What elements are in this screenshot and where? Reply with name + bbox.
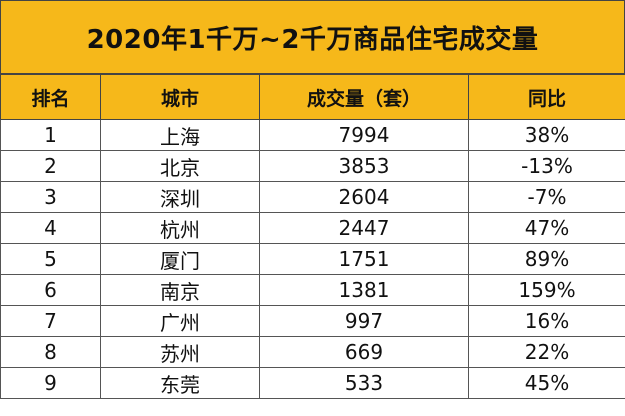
yoy-cell: 38% bbox=[468, 119, 625, 151]
table-row: 7 广州 997 16% bbox=[0, 305, 625, 337]
volume-cell: 3853 bbox=[259, 150, 469, 182]
volume-cell: 7994 bbox=[259, 119, 469, 151]
table-row: 9 东莞 533 45% bbox=[0, 367, 625, 399]
yoy-cell: 45% bbox=[468, 367, 625, 399]
rank-cell: 6 bbox=[0, 274, 101, 306]
yoy-cell: 159% bbox=[468, 274, 625, 306]
table-row: 4 杭州 2447 47% bbox=[0, 212, 625, 244]
header-row: 排名 城市 成交量（套） 同比 bbox=[0, 74, 625, 120]
table-row: 2 北京 3853 -13% bbox=[0, 150, 625, 182]
city-cell: 东莞 bbox=[100, 367, 260, 399]
volume-cell: 2604 bbox=[259, 181, 469, 213]
yoy-cell: 22% bbox=[468, 336, 625, 368]
city-cell: 南京 bbox=[100, 274, 260, 306]
city-cell: 广州 bbox=[100, 305, 260, 337]
table-row: 6 南京 1381 159% bbox=[0, 274, 625, 306]
column-header-rank: 排名 bbox=[0, 74, 101, 120]
table-title: 2020年1千万~2千万商品住宅成交量 bbox=[0, 0, 625, 74]
table-row: 3 深圳 2604 -7% bbox=[0, 181, 625, 213]
volume-cell: 669 bbox=[259, 336, 469, 368]
rank-cell: 4 bbox=[0, 212, 101, 244]
rank-cell: 1 bbox=[0, 119, 101, 151]
column-header-city: 城市 bbox=[100, 74, 260, 120]
rank-cell: 5 bbox=[0, 243, 101, 275]
volume-cell: 2447 bbox=[259, 212, 469, 244]
table-row: 5 厦门 1751 89% bbox=[0, 243, 625, 275]
rank-cell: 7 bbox=[0, 305, 101, 337]
city-cell: 北京 bbox=[100, 150, 260, 182]
volume-cell: 997 bbox=[259, 305, 469, 337]
yoy-cell: 89% bbox=[468, 243, 625, 275]
yoy-cell: 47% bbox=[468, 212, 625, 244]
table-row: 1 上海 7994 38% bbox=[0, 119, 625, 151]
rank-cell: 9 bbox=[0, 367, 101, 399]
city-cell: 杭州 bbox=[100, 212, 260, 244]
volume-cell: 1751 bbox=[259, 243, 469, 275]
city-cell: 上海 bbox=[100, 119, 260, 151]
yoy-cell: 16% bbox=[468, 305, 625, 337]
table-row: 8 苏州 669 22% bbox=[0, 336, 625, 368]
rank-cell: 8 bbox=[0, 336, 101, 368]
volume-cell: 533 bbox=[259, 367, 469, 399]
yoy-cell: -7% bbox=[468, 181, 625, 213]
rank-cell: 3 bbox=[0, 181, 101, 213]
volume-cell: 1381 bbox=[259, 274, 469, 306]
rank-cell: 2 bbox=[0, 150, 101, 182]
column-header-yoy: 同比 bbox=[468, 74, 625, 120]
yoy-cell: -13% bbox=[468, 150, 625, 182]
ranking-table: 排名 城市 成交量（套） 同比 1 上海 7994 38% 2 北京 3853 … bbox=[0, 74, 625, 399]
city-cell: 厦门 bbox=[100, 243, 260, 275]
column-header-volume: 成交量（套） bbox=[259, 74, 469, 120]
city-cell: 苏州 bbox=[100, 336, 260, 368]
city-cell: 深圳 bbox=[100, 181, 260, 213]
